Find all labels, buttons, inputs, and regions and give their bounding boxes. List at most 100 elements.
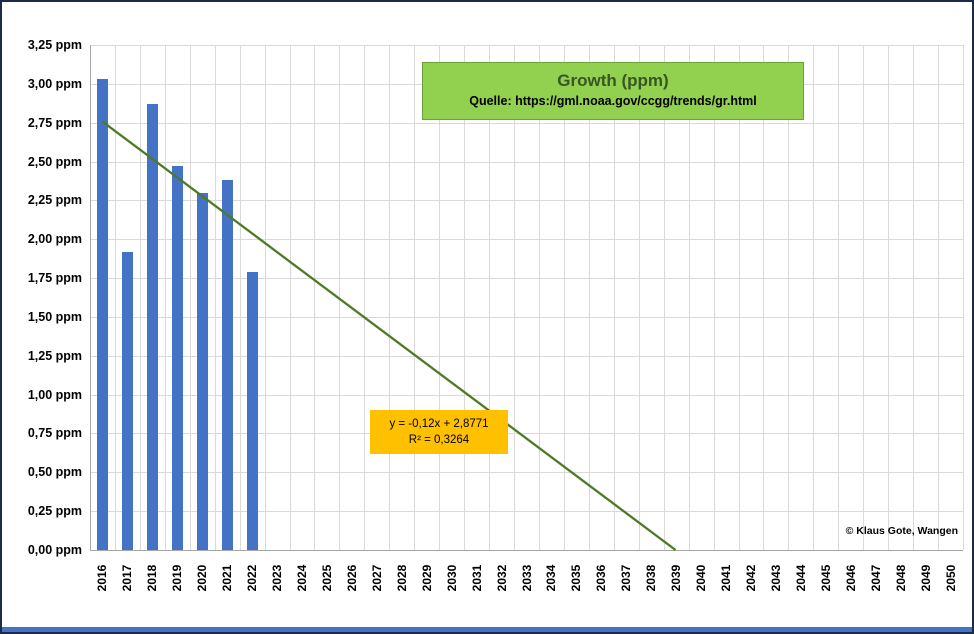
v-gridline (464, 45, 466, 550)
trendline-equation-box: y = -0,12x + 2,8771 R² = 0,3264 (370, 410, 508, 454)
x-tick-label: 2037 (619, 564, 634, 592)
x-tick-label: 2041 (719, 564, 734, 592)
v-gridline (314, 45, 316, 550)
v-gridline (638, 45, 640, 550)
x-tick-label: 2035 (569, 564, 584, 592)
y-tick-label: 2,50 ppm (27, 154, 82, 169)
v-gridline (414, 45, 416, 550)
v-gridline (489, 45, 491, 550)
x-tick-label: 2048 (893, 564, 908, 592)
x-tick-label: 2017 (120, 564, 135, 592)
bar-2022 (246, 271, 258, 550)
v-gridline (588, 45, 590, 550)
v-gridline (139, 45, 141, 550)
x-tick-label: 2043 (768, 564, 783, 592)
h-gridline (90, 122, 963, 124)
v-gridline (838, 45, 840, 550)
v-gridline (164, 45, 166, 550)
x-tick-label: 2020 (195, 564, 210, 592)
h-gridline (90, 550, 963, 551)
x-tick-label: 2038 (644, 564, 659, 592)
y-tick-label: 2,75 ppm (27, 115, 82, 130)
x-tick-label: 2042 (743, 564, 758, 592)
x-tick-label: 2024 (295, 564, 309, 592)
y-tick-label: 0,50 ppm (27, 465, 82, 480)
x-tick-label: 2036 (594, 564, 609, 592)
v-gridline (239, 45, 241, 550)
v-gridline (938, 45, 940, 550)
v-gridline (913, 45, 915, 550)
v-gridline (888, 45, 890, 550)
bar-2016 (96, 79, 108, 550)
v-gridline (763, 45, 765, 550)
v-gridline (264, 45, 266, 550)
v-gridline (538, 45, 540, 550)
v-gridline (788, 45, 790, 550)
x-tick-label: 2044 (793, 564, 808, 592)
trendline-equation: y = -0,12x + 2,8771 (389, 418, 489, 430)
x-tick-label: 2045 (818, 564, 833, 592)
y-tick-label: 3,00 ppm (27, 76, 82, 91)
v-gridline (813, 45, 815, 550)
bar-2019 (171, 166, 183, 550)
x-tick-label: 2040 (694, 564, 709, 592)
bar-2020 (196, 192, 208, 550)
x-tick-label: 2021 (220, 564, 235, 592)
bottom-strip (2, 627, 972, 632)
x-tick-label: 2022 (245, 564, 260, 592)
bar-2017 (121, 251, 133, 550)
v-gridline (688, 45, 690, 550)
x-tick-label: 2039 (669, 564, 684, 592)
y-tick-label: 1,50 ppm (27, 309, 82, 324)
x-tick-label: 2049 (918, 564, 933, 592)
x-tick-label: 2046 (843, 564, 858, 592)
x-tick-label: 2033 (519, 564, 534, 592)
v-gridline (738, 45, 740, 550)
trendline-r-squared: R² = 0,3264 (408, 434, 470, 446)
v-gridline (339, 45, 341, 550)
x-tick-label: 2025 (319, 564, 334, 592)
v-gridline (514, 45, 516, 550)
v-gridline (613, 45, 615, 550)
y-tick-label: 2,00 ppm (27, 232, 82, 247)
v-gridline (90, 45, 91, 550)
h-gridline (90, 45, 963, 46)
y-tick-label: 1,75 ppm (27, 271, 82, 286)
v-gridline (663, 45, 665, 550)
x-tick-label: 2027 (369, 564, 384, 592)
chart-source-link: Quelle: https://gml.noaa.gov/ccgg/trends… (469, 94, 757, 108)
x-tick-label: 2034 (544, 564, 559, 592)
v-gridline (713, 45, 715, 550)
v-gridline (189, 45, 191, 550)
bar-2018 (146, 104, 158, 550)
x-tick-label: 2019 (170, 564, 185, 592)
v-gridline (214, 45, 216, 550)
x-tick-label: 2030 (444, 564, 459, 592)
y-tick-label: 0,25 ppm (27, 504, 82, 519)
x-tick-label: 2029 (419, 564, 434, 592)
x-tick-label: 2026 (344, 564, 359, 592)
v-gridline (863, 45, 865, 550)
x-tick-label: 2018 (145, 564, 160, 592)
x-tick-label: 2031 (469, 564, 484, 592)
x-tick-label: 2023 (270, 564, 285, 592)
v-gridline (563, 45, 565, 550)
v-gridline (364, 45, 366, 550)
chart-title: Growth (ppm) (557, 71, 669, 90)
y-tick-label: 1,00 ppm (27, 387, 82, 402)
chart-title-box: Growth (ppm) Quelle: https://gml.noaa.go… (422, 62, 804, 120)
v-gridline (963, 45, 964, 550)
y-tick-label: 3,25 ppm (27, 38, 82, 52)
y-tick-label: 0,00 ppm (27, 543, 82, 557)
h-gridline (90, 161, 963, 163)
y-tick-label: 1,25 ppm (27, 348, 82, 363)
x-tick-label: 2050 (943, 564, 958, 592)
x-tick-label: 2016 (95, 564, 110, 592)
v-gridline (389, 45, 391, 550)
v-gridline (289, 45, 291, 550)
v-gridline (439, 45, 441, 550)
x-tick-label: 2028 (394, 564, 409, 592)
y-tick-label: 2,25 ppm (27, 193, 82, 208)
v-gridline (114, 45, 116, 550)
x-tick-label: 2047 (868, 564, 883, 592)
